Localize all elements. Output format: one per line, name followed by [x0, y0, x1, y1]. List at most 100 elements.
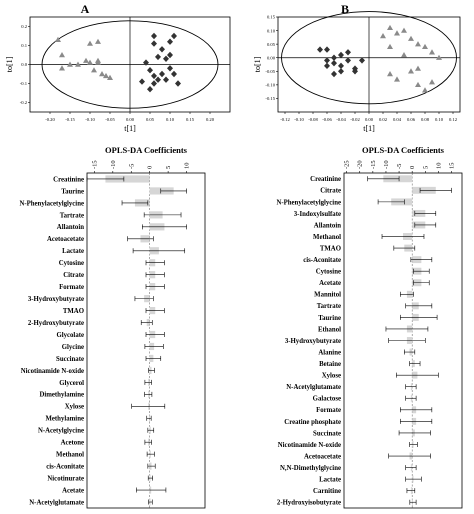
scatter-b-xtick-label: 0.10 — [435, 117, 444, 122]
coef-b-category-label: Cytosine — [316, 269, 341, 276]
coef-b-category-label: Succinate — [313, 430, 341, 437]
scatter-b-ytick-label: 0.15 — [267, 15, 276, 20]
scatter-a-ytick-label: -0.2 — [20, 100, 28, 105]
scatter-a-xtick-label: 0.20 — [206, 117, 215, 122]
triangle-point — [380, 33, 386, 39]
scatter-b-xtick-label: -0.12 — [280, 117, 290, 122]
scatter-a-confidence-ellipse — [41, 20, 219, 109]
coef-b-tick-label: -5 — [396, 164, 403, 169]
coefficient-bar — [105, 175, 150, 183]
triangle-point — [95, 38, 101, 44]
scatter-a-xtick-label: -0.20 — [45, 117, 55, 122]
scatter-b-xtick-label: 0.08 — [421, 117, 430, 122]
coef-b-category-label: 3-Indoxylsulfate — [294, 211, 341, 218]
coef-a-category-label: N-Phenylacetylglycine — [19, 200, 84, 207]
diamond-point — [324, 62, 330, 70]
coef-b-category-label: Taurine — [318, 315, 341, 322]
coef-a-category-label: Xylose — [65, 404, 84, 411]
coef-a-category-label: Methanol — [56, 452, 84, 459]
diamond-point — [359, 57, 365, 64]
coef-b-category-label: N-Phenylacetylglycine — [276, 199, 341, 206]
triangle-point — [429, 49, 435, 55]
coef-b-category-label: Creatinine — [310, 176, 341, 183]
coef-a-category-label: Glycolate — [56, 332, 84, 339]
diamond-point — [147, 86, 153, 93]
triangle-point — [401, 52, 407, 58]
coef-b-category-label: Carnitine — [313, 488, 341, 495]
coef-a-tick-label: -10 — [110, 160, 117, 169]
scatter-a-xtick-label: -0.05 — [105, 117, 115, 122]
coef-a-category-label: Tartrate — [60, 212, 84, 219]
coef-a-category-label: Citrate — [63, 272, 84, 279]
scatter-a-xlabel: t[1] — [124, 124, 136, 133]
scatter-a-ytick-label: -0.1 — [20, 81, 28, 86]
diamond-point — [171, 70, 177, 78]
coef-a-category-label: N-Acetylglycine — [38, 428, 84, 435]
triangle-point — [436, 54, 442, 60]
coef-b-category-label: 3-Hydroxybutyrate — [285, 338, 341, 345]
coef-b-category-label: Tartrate — [317, 303, 341, 310]
diamond-point — [345, 49, 351, 56]
scatter-b-xtick-label: 0.06 — [407, 117, 416, 122]
coef-a-chart: OPLS-DA Coefficients -15 -10 -5 0 5 10 Creatini… — [19, 145, 206, 509]
coef-a-category-label: TMAO — [63, 308, 84, 315]
scatter-a-xtick-label: 0.15 — [186, 117, 195, 122]
triangle-point — [103, 72, 109, 79]
triangle-point — [394, 30, 400, 36]
triangle-point — [429, 79, 435, 85]
coef-b-title: OPLS-DA Coefficients — [362, 145, 445, 155]
coef-b-category-label: TMAO — [320, 245, 341, 252]
triangle-point — [394, 76, 400, 82]
scatter-b-xtick-label: 0.04 — [393, 117, 402, 122]
coef-b-tick-label: 10 — [435, 163, 442, 170]
triangle-point — [83, 57, 89, 63]
coef-a-category-label: Lactate — [62, 248, 84, 255]
coef-a-category-label: Cytosine — [59, 260, 84, 267]
scatter-a-xtick-label: -0.15 — [65, 117, 75, 122]
diamond-point — [331, 70, 337, 78]
triangle-point — [87, 59, 93, 65]
coef-a-category-label: Acetone — [61, 440, 84, 447]
triangle-point — [387, 43, 393, 50]
coef-b-category-label: N-Acetylglutamate — [286, 384, 341, 391]
coef-b-tick-label: -10 — [383, 160, 390, 169]
scatter-b-xlabel: t[1] — [363, 124, 375, 133]
coef-b-category-label: Acetoacetate — [304, 453, 341, 460]
diamond-point — [163, 55, 169, 62]
diamond-point — [151, 32, 157, 40]
scatter-b-confidence-ellipse — [281, 11, 457, 105]
scatter-b-xtick-label: 0.02 — [379, 117, 388, 122]
coef-a-tick-label: -15 — [91, 160, 98, 169]
scatter-a-xtick-label: 0.10 — [166, 117, 175, 122]
coef-b-category-label: Formate — [316, 407, 341, 414]
scatter-b-xtick-label: -0.10 — [294, 117, 304, 122]
coef-a-category-label: N-Acetylglutamate — [29, 499, 84, 506]
diamond-point — [147, 67, 153, 74]
diamond-point — [159, 46, 165, 53]
diamond-point — [338, 62, 344, 70]
scatter-a-plot: -0.20 -0.15 -0.10 -0.05 0.00 0.05 0.10 0.15 0.20… — [5, 16, 231, 133]
diamond-point — [139, 78, 145, 85]
triangle-point — [415, 65, 421, 71]
triangle-point — [422, 87, 428, 93]
coef-a-title: OPLS-DA Coefficients — [105, 145, 188, 155]
triangle-point — [75, 61, 81, 67]
triangle-point — [67, 61, 73, 67]
diamond-point — [317, 46, 323, 53]
coef-a-category-label: Taurine — [61, 188, 84, 195]
triangle-point — [99, 71, 105, 77]
coef-b-category-label: 2-Hydroxyisobutyrate — [277, 500, 341, 507]
diamond-point — [163, 76, 169, 83]
diamond-point — [151, 40, 157, 47]
coef-a-category-label: Glycine — [62, 344, 84, 351]
triangle-point — [55, 36, 61, 42]
coef-a-category-label: 3-Hydroxybutyrate — [28, 296, 84, 303]
scatter-a-ytick-label: 0.1 — [21, 43, 27, 48]
scatter-b-xtick-label: 0.12 — [449, 117, 458, 122]
triangle-point — [95, 59, 101, 65]
diamond-point — [352, 68, 358, 75]
scatter-b-ytick-label: -0.10 — [265, 83, 275, 88]
triangle-point — [401, 27, 407, 33]
coef-b-category-label: Ethanol — [318, 326, 341, 333]
coef-a-frame — [86, 172, 206, 509]
